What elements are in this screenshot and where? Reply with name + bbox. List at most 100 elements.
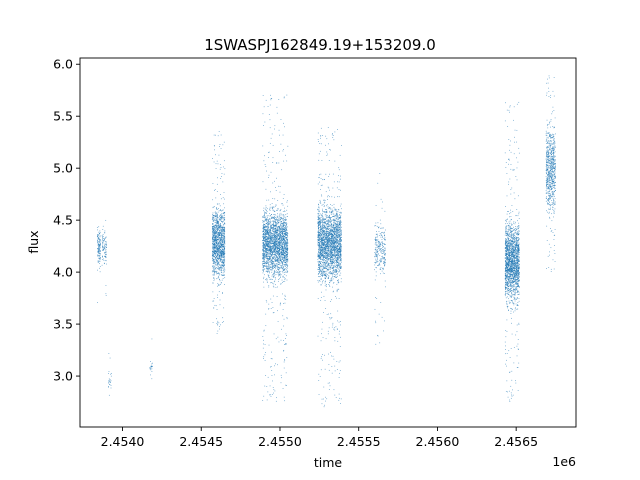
data-point xyxy=(272,182,274,184)
data-point xyxy=(322,264,324,266)
data-point xyxy=(277,259,279,261)
data-point xyxy=(281,221,283,222)
data-point xyxy=(270,242,272,244)
data-point xyxy=(273,242,275,243)
data-point xyxy=(272,254,274,256)
data-point xyxy=(266,230,268,232)
data-point xyxy=(215,253,216,255)
data-point xyxy=(278,243,280,245)
data-point xyxy=(263,224,265,225)
data-point xyxy=(263,254,265,256)
chart-title: 1SWASPJ162849.19+153209.0 xyxy=(204,36,436,54)
data-point xyxy=(285,245,287,247)
data-point xyxy=(280,237,282,238)
data-point xyxy=(330,249,332,250)
data-point xyxy=(282,315,284,317)
data-point xyxy=(270,248,271,250)
data-point xyxy=(263,238,265,239)
data-point xyxy=(262,241,264,243)
data-point xyxy=(319,249,320,251)
data-point xyxy=(267,248,269,249)
data-point xyxy=(220,266,222,267)
data-point xyxy=(336,266,338,268)
data-point xyxy=(278,242,279,244)
data-point xyxy=(318,246,320,248)
data-point xyxy=(281,377,283,379)
season-cluster xyxy=(317,127,342,408)
data-point xyxy=(222,249,224,251)
data-point xyxy=(281,230,283,232)
data-point xyxy=(274,223,276,225)
data-point xyxy=(217,248,218,250)
data-point xyxy=(327,255,329,256)
data-point xyxy=(282,263,283,265)
data-point xyxy=(277,271,279,273)
data-point xyxy=(275,222,277,223)
data-point xyxy=(215,235,216,236)
data-point xyxy=(283,239,284,240)
data-point xyxy=(265,243,267,245)
data-point xyxy=(221,229,223,231)
data-point xyxy=(285,232,287,234)
data-point xyxy=(336,291,338,293)
data-point xyxy=(220,194,221,195)
data-point xyxy=(335,213,337,215)
data-point xyxy=(281,230,283,231)
data-point xyxy=(339,240,341,242)
data-point xyxy=(276,248,278,250)
data-point xyxy=(283,261,285,263)
data-point xyxy=(216,214,218,216)
data-point xyxy=(216,237,218,239)
data-point xyxy=(272,216,274,218)
data-point xyxy=(264,257,265,259)
data-point xyxy=(216,227,218,229)
data-point xyxy=(221,249,222,251)
data-point xyxy=(276,272,277,273)
data-point xyxy=(335,255,337,256)
data-point xyxy=(266,218,268,220)
data-point xyxy=(275,214,276,216)
data-point xyxy=(275,238,277,240)
data-point xyxy=(220,255,222,257)
data-point xyxy=(215,248,217,250)
data-point xyxy=(269,264,270,266)
data-point xyxy=(334,220,336,221)
data-point xyxy=(285,226,286,227)
data-point xyxy=(102,246,104,248)
data-point xyxy=(318,380,320,381)
data-point xyxy=(99,238,100,240)
data-point xyxy=(212,217,214,219)
data-point xyxy=(263,262,265,264)
data-point xyxy=(222,264,224,266)
data-point xyxy=(271,227,272,229)
data-point xyxy=(221,255,223,257)
data-point xyxy=(331,224,333,225)
data-point xyxy=(266,255,268,257)
data-point xyxy=(215,238,217,240)
data-point xyxy=(272,207,273,209)
data-point xyxy=(219,243,221,245)
data-point xyxy=(275,251,277,253)
data-point xyxy=(286,228,288,230)
data-point xyxy=(212,266,213,268)
data-point xyxy=(336,233,338,235)
data-point xyxy=(323,263,325,264)
data-point xyxy=(336,222,338,223)
data-point xyxy=(266,262,268,264)
data-point xyxy=(270,269,272,270)
data-point xyxy=(284,258,286,259)
data-point xyxy=(267,242,268,244)
data-point xyxy=(284,230,286,232)
data-point xyxy=(320,135,322,137)
data-point xyxy=(97,235,99,237)
data-point xyxy=(273,281,275,283)
data-point xyxy=(277,243,278,245)
data-point xyxy=(286,201,288,203)
data-point xyxy=(283,222,285,223)
data-point xyxy=(270,222,272,224)
data-point xyxy=(336,187,338,189)
data-point xyxy=(215,134,217,136)
data-point xyxy=(283,277,285,279)
data-point xyxy=(221,267,223,269)
data-point xyxy=(279,256,280,258)
